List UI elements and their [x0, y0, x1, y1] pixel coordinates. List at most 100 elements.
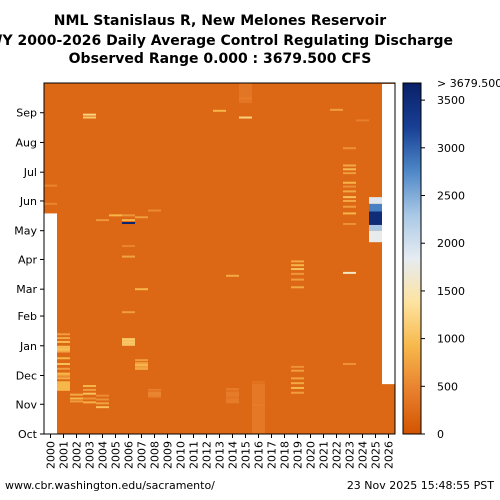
heatmap-cell-2003: [83, 385, 96, 388]
heatmap-cell-2023: [343, 185, 356, 188]
heatmap-cell-2004: [96, 219, 109, 222]
heatmap-cell-2023: [343, 164, 356, 167]
heatmap-cell-2001: [57, 357, 70, 360]
heatmap-cell-2001: [57, 333, 70, 336]
x-tick-label: 2018: [279, 441, 292, 469]
heatmap-cell-2016: [252, 404, 265, 407]
heatmap-cell-2003: [83, 116, 96, 119]
heatmap-cell-2023: [343, 172, 356, 175]
heatmap-cell-2013: [213, 109, 226, 112]
x-tick-label: 2000: [45, 441, 58, 469]
heatmap-cell-2001: [57, 372, 70, 375]
heatmap-cell-2000: [44, 184, 57, 187]
heatmap-cell-2019: [291, 286, 304, 289]
y-tick-label: Aug: [16, 136, 37, 149]
x-tick-label: 2007: [136, 441, 149, 469]
heatmap-cell-2023: [343, 147, 356, 150]
x-tick-label: 2012: [201, 441, 214, 469]
heatmap-cell-2019: [291, 260, 304, 263]
heatmap-block-2025: [369, 203, 382, 212]
heatmap-cell-2023: [343, 168, 356, 171]
heatmap-cell-2023: [343, 271, 356, 274]
heatmap-block-2025: [369, 230, 382, 243]
heatmap-cell-2008: [148, 389, 161, 392]
x-tick-label: 2025: [370, 441, 383, 469]
heatmap-cell-2006: [122, 214, 135, 217]
colorbar-tick-label: 2500: [437, 190, 465, 203]
heatmap-cell-2019: [291, 382, 304, 385]
heatmap-cell-2003: [83, 397, 96, 400]
heatmap-cell-2015: [239, 97, 252, 100]
heatmap-cell-2001: [57, 337, 70, 340]
x-tick-label: 2001: [58, 441, 71, 469]
heatmap-plot: [43, 82, 396, 435]
y-tick-label: Oct: [18, 428, 38, 441]
x-tick-label: 2014: [227, 441, 240, 469]
heatmap-cell-2023: [343, 196, 356, 199]
x-tick-label: 2024: [357, 441, 370, 469]
y-tick-label: Dec: [16, 370, 37, 383]
heatmap-cell-2001: [57, 367, 70, 370]
heatmap-cell-2001: [57, 350, 70, 353]
x-tick-label: 2013: [214, 441, 227, 469]
colorbar-tick-label: 500: [437, 380, 458, 393]
heatmap-cell-2023: [343, 181, 356, 184]
y-tick-label: Feb: [18, 310, 37, 323]
heatmap-block-2025: [369, 224, 382, 231]
y-axis: Oct Nov Dec Jan Feb Mar Apr May Jun Jul Aug Sep: [14, 107, 44, 441]
x-tick-label: 2005: [110, 441, 123, 469]
heatmap-block-2016: [252, 381, 265, 434]
heatmap-cell-2019: [291, 391, 304, 394]
colorbar-tick-label: 0: [437, 428, 444, 441]
heatmap-cell-2004: [96, 406, 109, 409]
y-tick-label: Jun: [19, 195, 37, 208]
heatmap-cell-2006: [122, 343, 135, 346]
x-tick-label: 2003: [84, 441, 97, 469]
heatmap-block-2001: [57, 381, 70, 391]
no-data-region: [44, 213, 57, 434]
x-tick-label: 2020: [305, 441, 318, 469]
heatmap-cell-2003: [83, 401, 96, 404]
chart-title-line-2: WY 2000-2026 Daily Average Control Regul…: [0, 33, 453, 49]
heatmap-cell-2002: [70, 393, 83, 396]
y-tick-label: Jul: [23, 166, 37, 179]
x-tick-label: 2011: [188, 441, 201, 469]
heatmap-cell-2008: [148, 395, 161, 398]
colorbar-gradient: [402, 82, 422, 435]
y-tick-label: May: [14, 225, 37, 238]
heatmap-cell-2023: [343, 205, 356, 208]
heatmap-cell-2007: [135, 288, 148, 291]
heatmap-cell-2001: [57, 375, 70, 378]
heatmap-cell-2019: [291, 278, 304, 281]
heatmap-cell-2019: [291, 377, 304, 380]
heatmap-cell-2023: [343, 212, 356, 215]
y-tick-label: Nov: [16, 398, 38, 411]
heatmap-cell-2006: [122, 245, 135, 248]
x-tick-label: 2019: [292, 441, 305, 469]
no-data-region: [382, 83, 395, 385]
heatmap-cell-2001: [57, 340, 70, 343]
heatmap-cell-2004: [96, 398, 109, 401]
heatmap-cell-2019: [291, 268, 304, 271]
heatmap-cell-2008: [148, 209, 161, 212]
heatmap-cell-2019: [291, 386, 304, 389]
heatmap-cell-2019: [291, 264, 304, 267]
x-tick-label: 2017: [266, 441, 279, 469]
heatmap-cell-2006: [122, 222, 135, 225]
heatmap-cell-2001: [57, 346, 70, 349]
heatmap-cell-2019: [291, 369, 304, 372]
x-tick-label: 2022: [331, 441, 344, 469]
heatmap-cell-2003: [83, 113, 96, 116]
heatmap-cell-2022: [330, 108, 343, 111]
heatmap-cell-2005: [109, 214, 122, 217]
y-tick-label: Jan: [19, 340, 37, 353]
heatmap-cell-2019: [291, 365, 304, 368]
heatmap-cell-2004: [96, 394, 109, 397]
heatmap-cell-2019: [291, 272, 304, 275]
heatmap-cell-2023: [343, 199, 356, 202]
x-axis: 2000 2001 2002 2003 2004 2005 2006 2007 2008 2009…: [45, 434, 396, 469]
heatmap-cell-2015: [239, 116, 252, 119]
x-tick-label: 2021: [318, 441, 331, 469]
heatmap-background-cells: [44, 83, 395, 434]
